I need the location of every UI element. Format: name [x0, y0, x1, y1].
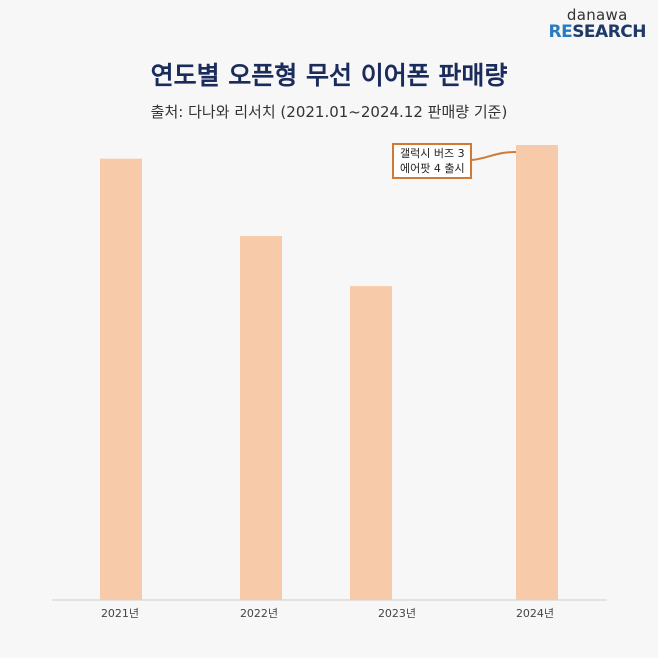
- logo-line1: danawa: [566, 6, 628, 24]
- logo-search: SEARCH: [572, 22, 646, 42]
- x-tick-label: 2022년: [240, 607, 278, 620]
- annotation-leader-line: [471, 151, 517, 161]
- bar-2022년: [240, 236, 282, 600]
- x-tick-label: 2021년: [101, 607, 139, 620]
- bar-2023년: [350, 286, 392, 600]
- logo-line2: RESEARCH: [548, 22, 646, 42]
- x-tick-label: 2023년: [378, 607, 416, 620]
- annotation-box: 갤럭시 버즈 3 에어팟 4 출시: [392, 143, 472, 179]
- chart-title: 연도별 오픈형 무선 이어폰 판매량: [150, 61, 508, 90]
- bar-2024년: [516, 145, 558, 600]
- danawa-research-logo: danawa RESEARCH: [548, 6, 646, 42]
- chart-subtitle: 출처: 다나와 리서치 (2021.01~2024.12 판매량 기준): [150, 103, 508, 121]
- logo-re: RE: [548, 22, 573, 42]
- annotation-line-1: 갤럭시 버즈 3: [400, 147, 465, 160]
- x-tick-label: 2024년: [516, 607, 554, 620]
- bar-2021년: [100, 158, 142, 600]
- annotation-line-2: 에어팟 4 출시: [400, 162, 465, 175]
